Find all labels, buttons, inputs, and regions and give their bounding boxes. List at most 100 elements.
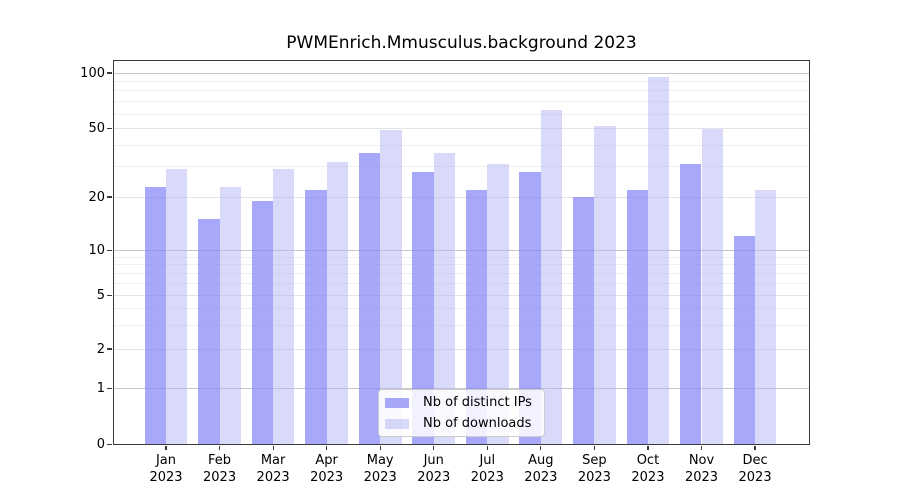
- bar-ips-nov: [680, 164, 702, 445]
- gridline-90: [113, 80, 810, 82]
- x-tick-apr: [326, 445, 328, 451]
- x-tick-nov: [700, 445, 703, 451]
- bar-downloads-nov: [701, 128, 723, 445]
- legend-swatch-ips: [385, 397, 409, 408]
- x-tick-jul: [486, 445, 488, 451]
- x-tick-label-aug: Aug 2023: [509, 452, 573, 486]
- y-tick-5: [106, 294, 112, 297]
- bar-ips-jan: [144, 186, 166, 445]
- x-label-year: 2023: [363, 469, 397, 485]
- legend-item-distinct-ips: Nb of distinct IPs: [385, 394, 537, 411]
- x-label-year: 2023: [631, 469, 665, 485]
- x-label-month: Jan: [155, 452, 177, 468]
- bar-ips-mar: [251, 200, 274, 445]
- gridline-1: [113, 388, 810, 389]
- x-tick-label-jan: Jan 2023: [134, 452, 198, 486]
- y-tick-label-50: 50: [88, 121, 105, 137]
- gridline-80: [113, 90, 810, 92]
- gridline-100: [113, 72, 810, 74]
- bar-ips-oct: [626, 189, 648, 445]
- x-tick-label-dec: Dec 2023: [723, 452, 787, 486]
- bar-downloads-apr: [326, 161, 349, 445]
- x-tick-label-may: May 2023: [348, 452, 412, 486]
- y-tick-1: [106, 387, 112, 390]
- x-tick-label-sep: Sep 2023: [562, 452, 626, 486]
- bar-ips-aug: [519, 171, 541, 445]
- legend: Nb of distinct IPs Nb of downloads: [378, 389, 545, 437]
- gridline-6: [113, 283, 810, 285]
- x-label-year: 2023: [524, 469, 558, 485]
- y-tick-2: [106, 348, 112, 350]
- x-tick-may: [379, 445, 381, 451]
- bar-downloads-sep: [594, 125, 616, 445]
- legend-swatch-downloads: [385, 418, 409, 429]
- gridline-3: [113, 324, 810, 326]
- y-tick-50: [106, 128, 112, 130]
- x-tick-label-feb: Feb 2023: [188, 452, 252, 486]
- bar-ips-dec: [733, 236, 756, 445]
- chart-title: PWMEnrich.Mmusculus.background 2023: [286, 33, 637, 53]
- bar-downloads-mar: [273, 169, 295, 445]
- x-tick-sep: [593, 445, 595, 451]
- x-label-year: 2023: [684, 469, 719, 485]
- gridline-60: [113, 113, 810, 115]
- y-tick-label-1: 1: [96, 381, 105, 396]
- gridline-4: [113, 308, 810, 310]
- gridline-9: [113, 256, 810, 258]
- bar-downloads-jun: [433, 153, 456, 445]
- bar-ips-feb: [198, 219, 220, 445]
- x-label-month: Jun: [423, 452, 444, 468]
- legend-item-downloads: Nb of downloads: [385, 415, 537, 432]
- bar-ips-jul: [465, 189, 488, 445]
- x-tick-label-jun: Jun 2023: [402, 452, 466, 486]
- x-label-year: 2023: [256, 469, 290, 485]
- y-tick-100: [106, 72, 112, 74]
- bar-downloads-may: [380, 130, 402, 445]
- bar-downloads-feb: [219, 186, 241, 445]
- x-tick-label-mar: Mar 2023: [241, 452, 305, 486]
- x-label-month: Jul: [479, 452, 496, 468]
- x-label-month: Dec: [742, 452, 768, 468]
- gridline-40: [113, 144, 810, 146]
- y-tick-label-10: 10: [88, 243, 105, 258]
- bar-downloads-aug: [540, 110, 563, 445]
- y-tick-0: [106, 443, 112, 446]
- x-label-month: Nov: [688, 452, 715, 468]
- x-label-year: 2023: [203, 469, 237, 485]
- x-tick-aug: [540, 445, 542, 451]
- x-label-month: Oct: [636, 452, 660, 468]
- x-tick-dec: [754, 445, 756, 451]
- x-label-year: 2023: [470, 469, 504, 485]
- gridline-7: [113, 273, 810, 275]
- x-label-year: 2023: [738, 469, 772, 485]
- y-tick-10: [106, 249, 112, 252]
- x-label-year: 2023: [310, 469, 344, 485]
- gridline-70: [113, 101, 810, 103]
- y-tick-label-0: 0: [96, 437, 105, 452]
- x-tick-feb: [218, 445, 221, 451]
- gridline-10: [113, 250, 810, 251]
- gridline-5: [113, 295, 810, 296]
- bar-downloads-dec: [755, 189, 777, 445]
- x-tick-label-nov: Nov 2023: [670, 452, 734, 486]
- y-tick-label-100: 100: [80, 65, 105, 81]
- bar-ips-apr: [305, 189, 327, 445]
- bar-downloads-jul: [487, 164, 509, 445]
- x-label-month: Feb: [208, 452, 232, 468]
- bar-ips-sep: [573, 197, 595, 445]
- x-tick-label-apr: Apr 2023: [295, 452, 359, 486]
- x-label-year: 2023: [577, 469, 611, 485]
- gridline-2: [113, 348, 810, 350]
- x-label-month: Mar: [260, 452, 286, 468]
- legend-label-ips: Nb of distinct IPs: [423, 395, 532, 410]
- x-tick-mar: [272, 445, 274, 451]
- y-tick-label-5: 5: [96, 288, 105, 303]
- legend-label-downloads: Nb of downloads: [423, 416, 532, 431]
- bar-downloads-jan: [166, 169, 188, 445]
- x-tick-label-jul: Jul 2023: [455, 452, 519, 486]
- x-label-month: Apr: [315, 452, 338, 468]
- bar-downloads-oct: [647, 77, 670, 445]
- y-tick-label-2: 2: [96, 341, 105, 357]
- y-tick-20: [106, 196, 112, 198]
- x-label-month: May: [366, 452, 394, 468]
